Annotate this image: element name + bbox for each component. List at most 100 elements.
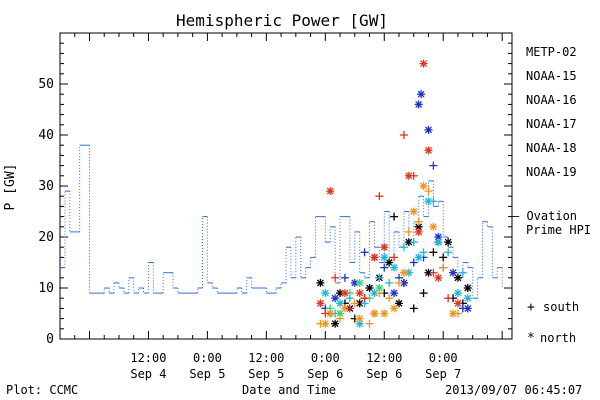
data-point <box>395 299 403 308</box>
data-point <box>365 284 374 292</box>
plot-timestamp-footer: 2013/09/07 06:45:07 <box>445 383 582 397</box>
data-point <box>321 319 330 328</box>
data-point <box>419 59 428 68</box>
data-point <box>414 217 423 226</box>
data-point <box>458 268 467 277</box>
data-point <box>463 304 472 313</box>
data-point <box>390 253 399 262</box>
data-point <box>429 268 438 277</box>
data-point <box>340 273 349 282</box>
x-tick-label-time: 12:00 <box>366 351 402 365</box>
legend-entry: NOAA-18 <box>526 141 577 155</box>
data-point <box>326 187 335 196</box>
x-tick-label-time: 0:00 <box>429 351 458 365</box>
marker-legend-north: * north <box>527 331 576 346</box>
data-point <box>409 238 418 247</box>
data-point <box>444 238 453 247</box>
x-tick-label-date: Sep 6 <box>307 367 343 381</box>
data-point <box>385 294 394 303</box>
data-point <box>355 319 364 328</box>
x-tick-label-time: 12:00 <box>248 351 284 365</box>
data-point <box>390 304 399 313</box>
data-point <box>399 268 408 277</box>
x-tick-label-date: Sep 5 <box>248 367 284 381</box>
x-tick-label-time: 12:00 <box>130 351 166 365</box>
data-point <box>409 207 418 216</box>
data-point <box>439 263 448 272</box>
data-point <box>370 309 379 318</box>
data-point <box>429 248 438 257</box>
data-point <box>336 309 345 318</box>
data-point <box>375 273 384 282</box>
y-axis-ticks: 0 10 20 30 40 50 <box>38 42 512 347</box>
data-point <box>439 253 448 262</box>
data-point <box>417 90 426 99</box>
data-point <box>434 238 443 247</box>
data-point <box>424 197 433 206</box>
data-point <box>434 273 443 282</box>
data-point <box>390 212 399 221</box>
x-tick-label-time: 0:00 <box>311 351 340 365</box>
data-point <box>336 314 345 323</box>
data-point <box>434 233 443 241</box>
south-marker-symbol: + <box>527 300 535 315</box>
legend-entry: NOAA-16 <box>526 93 577 107</box>
data-point <box>404 227 413 236</box>
south-marker-label: south <box>543 300 579 314</box>
plot-source-footer: Plot: CCMC <box>6 383 78 397</box>
data-point <box>331 294 340 303</box>
ovation-legend-line2: Prime HPI <box>526 223 591 237</box>
ovation-legend-line1: — Ovation <box>512 209 577 223</box>
x-axis-label: Date and Time <box>242 383 336 397</box>
data-point <box>355 278 364 287</box>
data-point <box>424 187 433 196</box>
data-point <box>419 248 428 257</box>
data-point <box>395 278 403 287</box>
data-point <box>355 289 364 298</box>
data-point <box>463 284 472 292</box>
data-point <box>380 253 389 262</box>
data-point <box>385 258 394 267</box>
data-point <box>399 243 408 252</box>
marker-legend-south: + south <box>527 300 579 315</box>
data-point <box>365 319 374 328</box>
data-point <box>316 299 325 308</box>
north-marker-symbol: * <box>527 331 535 346</box>
data-point <box>429 197 438 206</box>
legend-entry: NOAA-17 <box>526 117 577 131</box>
x-tick-label-date: Sep 4 <box>130 367 166 381</box>
data-point <box>331 273 340 282</box>
data-point <box>316 278 325 287</box>
data-point <box>414 227 423 236</box>
data-point <box>390 289 399 298</box>
data-point <box>390 263 399 272</box>
data-point <box>380 263 389 272</box>
y-tick-label: 20 <box>38 230 54 245</box>
data-point <box>453 289 462 298</box>
north-marker-label: north <box>540 331 576 345</box>
data-point <box>321 289 330 298</box>
data-point <box>444 294 453 303</box>
data-point <box>414 253 423 262</box>
data-point <box>409 304 418 313</box>
data-point <box>453 309 462 318</box>
x-axis-ticks: 12:00 Sep 4 0:00 Sep 5 12:00 Sep 5 0:00 Sep 6 12… <box>59 33 503 381</box>
data-point <box>419 289 428 298</box>
data-point <box>453 299 462 308</box>
x-tick-label-date: Sep 6 <box>366 367 402 381</box>
data-point <box>350 299 359 308</box>
data-point <box>331 319 340 328</box>
data-point <box>424 268 433 277</box>
y-tick-label: 30 <box>38 179 54 194</box>
data-point <box>375 192 384 201</box>
data-point <box>321 309 330 318</box>
legend-entry: NOAA-15 <box>526 69 577 83</box>
data-point <box>375 289 384 298</box>
data-point <box>453 273 462 282</box>
data-point <box>345 304 354 313</box>
data-point <box>424 125 433 134</box>
data-point <box>336 299 345 308</box>
data-point <box>360 294 369 303</box>
data-point <box>429 161 438 170</box>
